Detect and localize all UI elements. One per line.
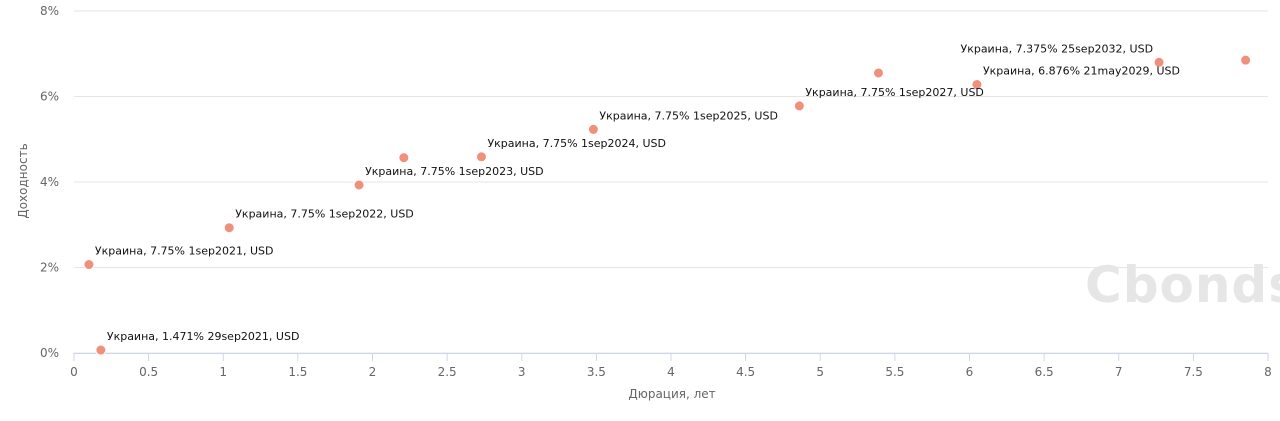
x-tick-label: 8 [1264,365,1272,379]
y-axis-title: Доходность [16,143,30,218]
data-label: Украина, 1.471% 29sep2021, USD [107,330,300,343]
data-point[interactable] [793,100,805,112]
data-label: Украина, 7.75% 1sep2023, USD [365,165,544,178]
y-tick-label: 4% [40,175,59,189]
data-point[interactable] [587,123,599,135]
x-tick-label: 7 [1115,365,1123,379]
data-label: Украина, 6.876% 21may2029, USD [983,65,1180,78]
x-tick-label: 0.5 [139,365,158,379]
data-label: Украина, 7.75% 1sep2025, USD [599,109,778,122]
x-axis-title: Дюрация, лет [628,387,715,401]
data-label: Украина, 7.375% 25sep2032, USD [960,42,1153,55]
data-point[interactable] [398,152,410,164]
y-tick-label: 2% [40,261,59,275]
data-label: Украина, 7.75% 1sep2024, USD [487,137,666,150]
x-tick-label: 6 [966,365,974,379]
x-tick-label: 5.5 [885,365,904,379]
data-point[interactable] [83,259,95,271]
x-axis: 0 0.5 1 1.5 2 2.5 3 3.5 4 4.5 5 5.5 6 6.5 7 7.5 8 [70,353,1272,379]
x-tick-label: 0 [70,365,78,379]
x-tick-label: 1.5 [288,365,307,379]
data-label: Украина, 7.75% 1sep2021, USD [95,245,274,258]
x-tick-label: 2 [369,365,377,379]
x-tick-label: 7.5 [1184,365,1203,379]
data-point[interactable] [95,344,107,356]
data-point[interactable] [223,222,235,234]
cbonds-watermark: Cbonds [1085,256,1280,314]
x-tick-label: 3.5 [587,365,606,379]
data-label: Украина, 7.75% 1sep2027, USD [805,86,984,99]
x-tick-label: 4.5 [736,365,755,379]
data-point[interactable] [971,79,983,91]
y-tick-label: 0% [40,346,59,360]
data-point[interactable] [872,67,884,79]
data-label: Украина, 7.75% 1sep2022, USD [235,208,414,221]
data-point[interactable] [1240,54,1252,66]
x-tick-label: 3 [518,365,526,379]
data-point[interactable] [353,179,365,191]
data-point[interactable] [1153,56,1165,68]
x-tick-label: 6.5 [1035,365,1054,379]
y-axis: 0% 2% 4% 6% 8% [40,4,59,360]
y-tick-label: 6% [40,90,59,104]
x-tick-label: 1 [219,365,227,379]
y-tick-label: 8% [40,4,59,18]
data-points [83,54,1252,356]
x-tick-label: 4 [667,365,675,379]
data-labels: Украина, 1.471% 29sep2021, USD Украина, 7… [95,42,1180,343]
x-tick-label: 5 [816,365,824,379]
data-point[interactable] [475,151,487,163]
x-tick-label: 2.5 [438,365,457,379]
